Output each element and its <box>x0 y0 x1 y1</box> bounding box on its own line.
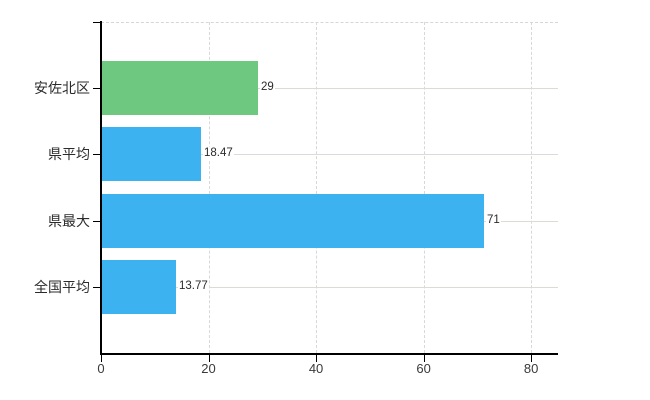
x-tick-label: 20 <box>201 361 216 376</box>
x-axis-tick <box>423 355 425 362</box>
category-gridline <box>102 286 558 288</box>
category-label: 安佐北区 <box>34 80 90 97</box>
bar-value-label: 18.47 <box>203 147 234 161</box>
bar-3 <box>102 193 484 248</box>
bar-value-label: 29 <box>260 81 275 95</box>
category-label: 県最大 <box>48 212 90 229</box>
category-label: 県平均 <box>48 146 90 163</box>
x-axis-tick <box>531 355 533 362</box>
x-tick-label: 60 <box>416 361 431 376</box>
bar-1 <box>102 61 258 116</box>
bar-2 <box>102 127 201 182</box>
x-axis-tick <box>208 355 210 362</box>
x-gridline <box>316 22 318 353</box>
y-axis-tick <box>93 88 101 90</box>
bar-4 <box>102 259 176 314</box>
category-label: 全国平均 <box>34 278 90 295</box>
x-tick-label: 0 <box>97 361 105 376</box>
y-axis-line <box>100 21 102 355</box>
x-tick-label: 40 <box>308 361 324 376</box>
bar-value-label: 13.77 <box>178 279 209 293</box>
x-axis-tick <box>316 355 318 362</box>
x-gridline <box>423 22 425 353</box>
y-axis-tick <box>93 220 101 222</box>
y-axis-top-tick <box>93 22 101 23</box>
y-axis-tick <box>93 286 101 288</box>
category-gridline <box>102 88 558 90</box>
plot-top-border <box>101 22 558 23</box>
x-axis-tick <box>101 355 102 362</box>
x-gridline <box>531 22 533 353</box>
x-gridline <box>208 22 210 353</box>
category-gridline <box>102 154 558 156</box>
bar-value-label: 71 <box>486 213 501 227</box>
x-tick-label: 80 <box>523 361 539 376</box>
x-axis-line <box>100 353 558 355</box>
y-axis-tick <box>93 154 101 156</box>
